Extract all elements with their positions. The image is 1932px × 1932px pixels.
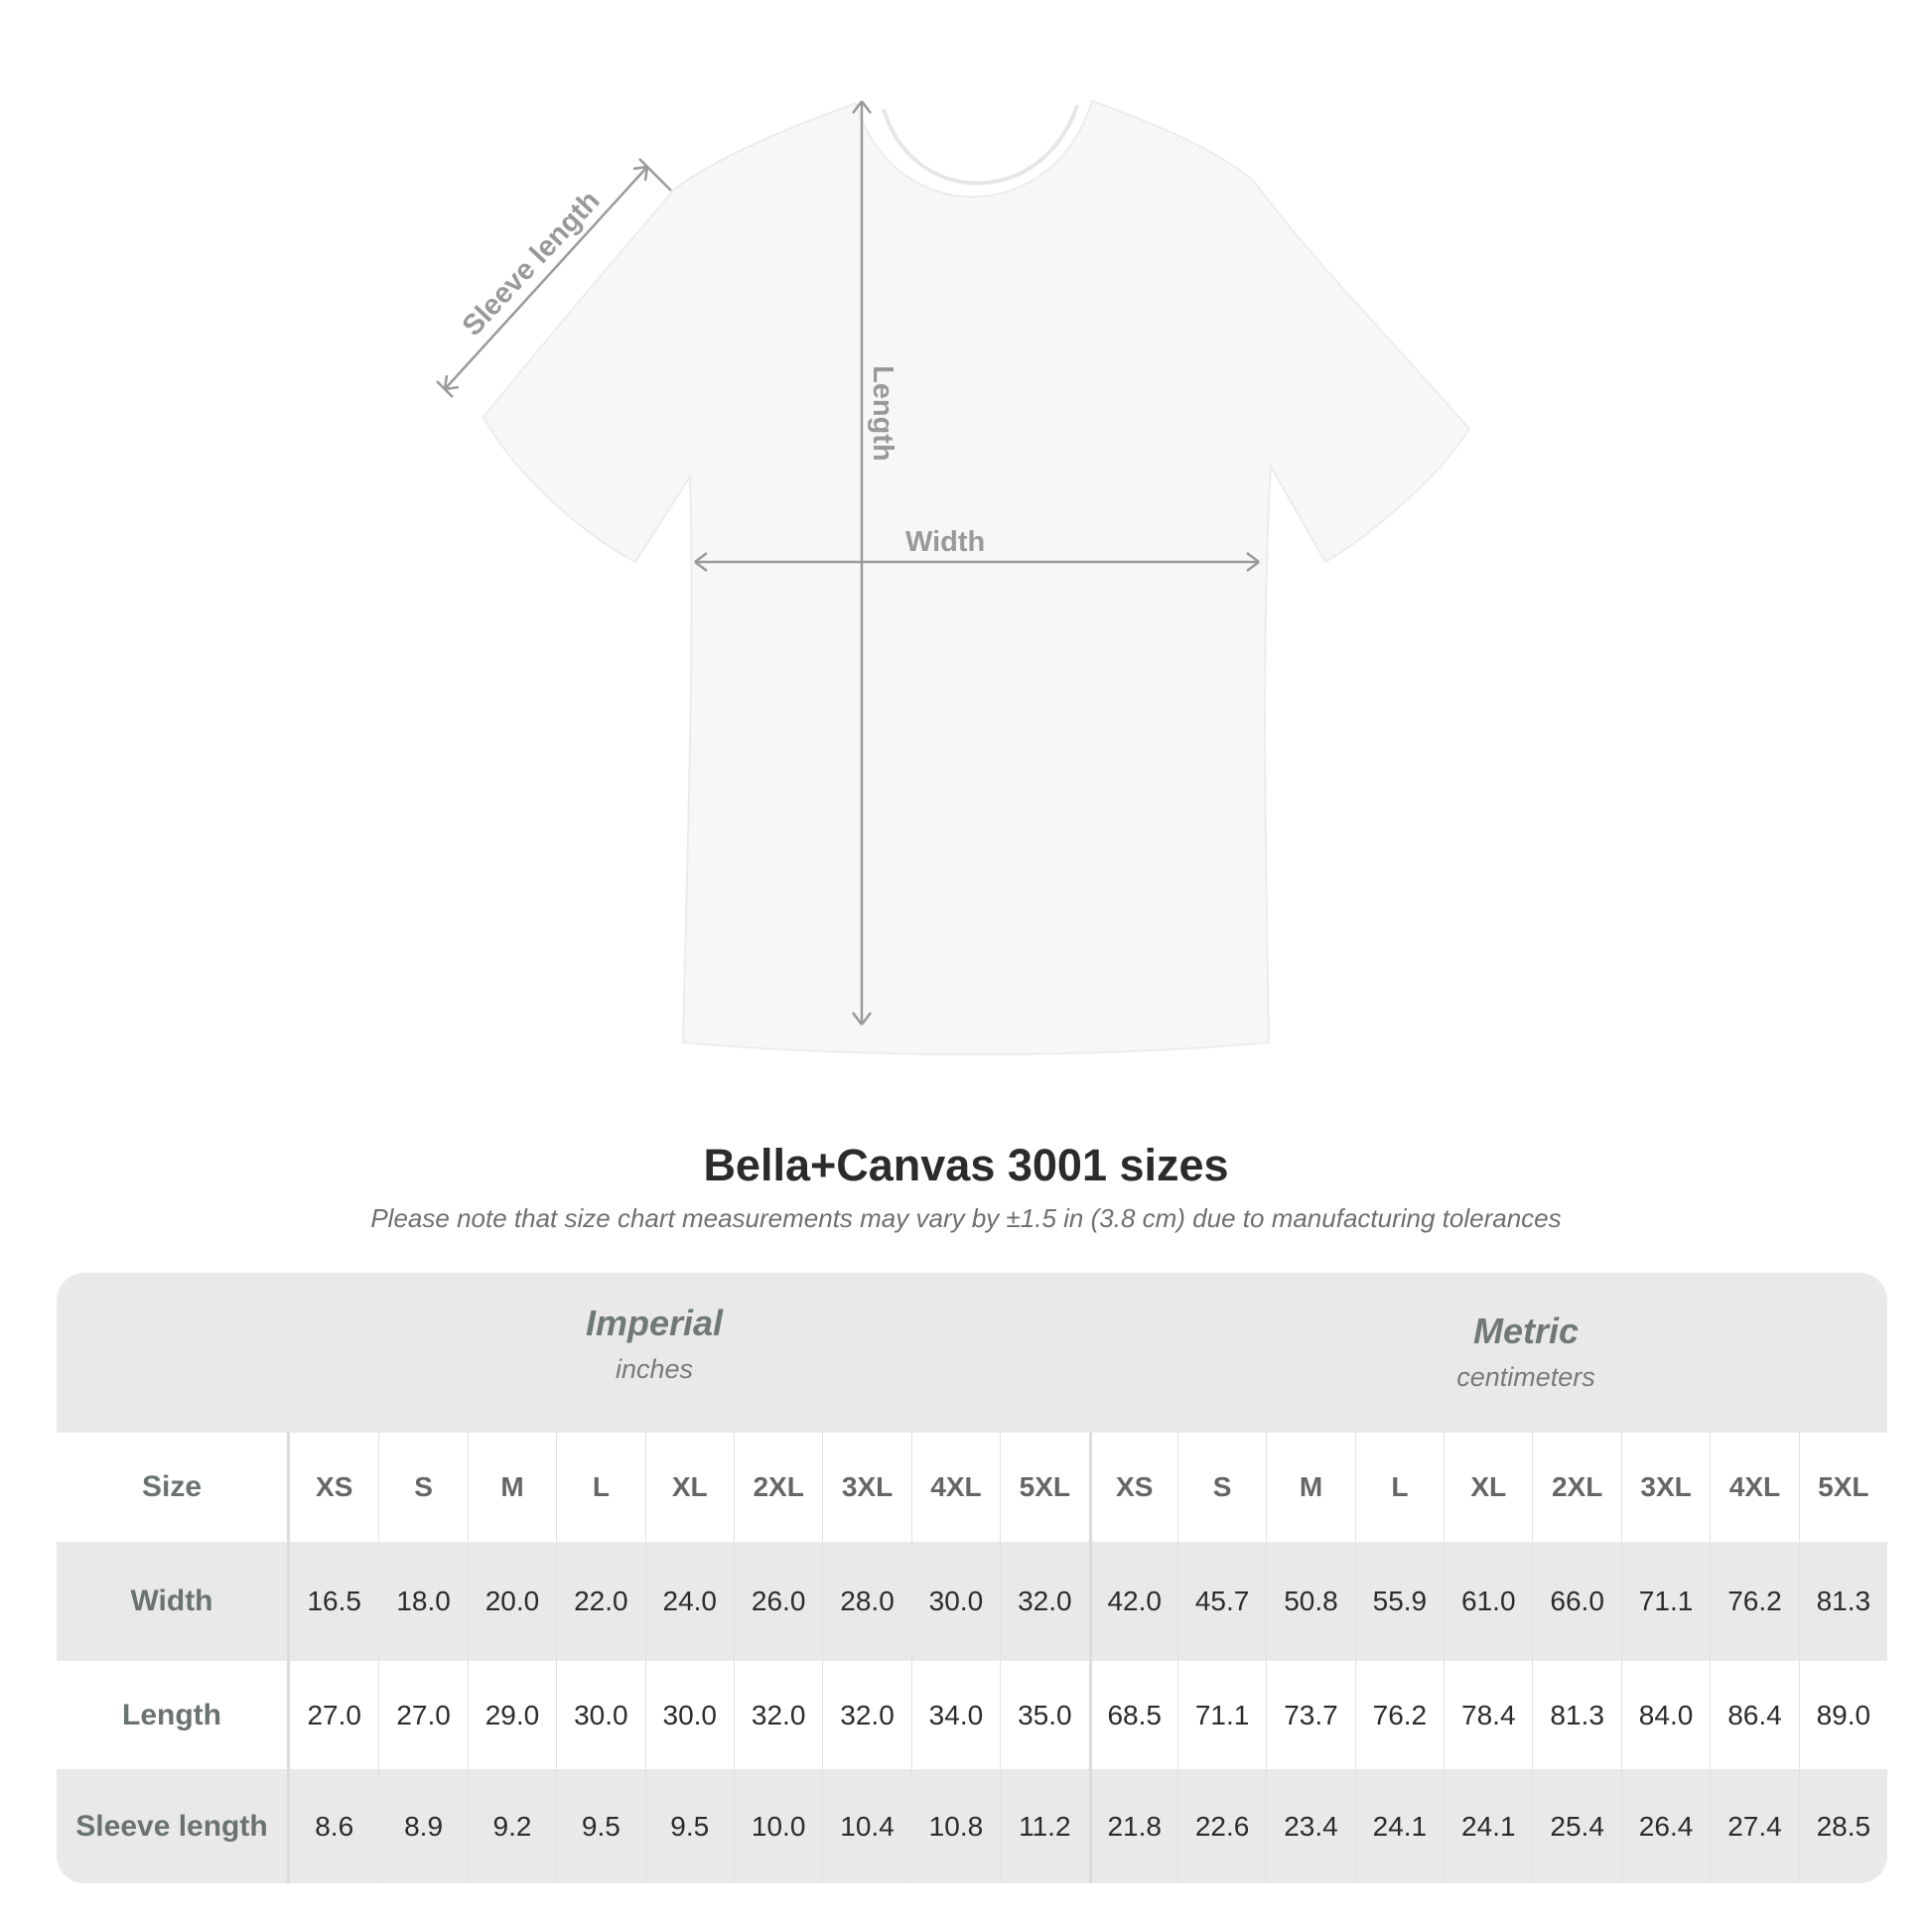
measure-arrows — [436, 100, 1260, 1026]
value-cell: 27.0 — [378, 1661, 467, 1769]
value-cell: 9.2 — [467, 1769, 556, 1883]
value-cell: 10.8 — [910, 1769, 1000, 1883]
imperial-header: Imperial inches — [307, 1303, 1002, 1385]
value-cell: 30.0 — [556, 1661, 644, 1769]
value-cell: 10.4 — [822, 1769, 910, 1883]
size-header-cell: XS — [1088, 1433, 1177, 1542]
size-header-cell: XL — [644, 1433, 734, 1542]
value-cell: 28.5 — [1798, 1769, 1887, 1883]
value-cell: 22.0 — [556, 1542, 644, 1661]
metric-title: Metric — [1472, 1311, 1580, 1351]
imperial-title: Imperial — [585, 1303, 724, 1343]
size-header-cell: M — [467, 1433, 556, 1542]
value-cell: 73.7 — [1266, 1661, 1354, 1769]
value-cell: 27.4 — [1710, 1769, 1798, 1883]
value-cell: 18.0 — [378, 1542, 467, 1661]
value-cell: 71.1 — [1176, 1661, 1266, 1769]
value-cell: 9.5 — [556, 1769, 644, 1883]
value-cell: 32.0 — [1000, 1542, 1088, 1661]
value-cell: 35.0 — [1000, 1661, 1088, 1769]
value-cell: 34.0 — [910, 1661, 1000, 1769]
value-cell: 16.5 — [307, 1586, 361, 1616]
value-cell: 30.0 — [644, 1661, 734, 1769]
value-cell: 22.6 — [1176, 1769, 1266, 1883]
width-label: Width — [905, 526, 985, 558]
value-cell: 10.0 — [733, 1769, 822, 1883]
size-header-cell: 3XL — [822, 1433, 910, 1542]
value-cell: 23.4 — [1266, 1769, 1354, 1883]
size-header-cell: 5XL — [1000, 1433, 1088, 1542]
value-cell: 8.6 — [315, 1810, 354, 1842]
row-label: Sleeve length — [57, 1769, 290, 1883]
row-length: Length 27.0 27.0 29.0 30.0 30.0 32.0 32.0 34.0 35… — [57, 1661, 1887, 1769]
size-header-cell: 4XL — [910, 1433, 1000, 1542]
value-cell: 81.3 — [1532, 1661, 1620, 1769]
metric-unit: centimeters — [1456, 1362, 1595, 1392]
size-header-cell: M — [1266, 1433, 1354, 1542]
size-header-cell: 2XL — [1532, 1433, 1620, 1542]
row-label: Size — [57, 1433, 290, 1542]
size-header-cell: 3XL — [1620, 1433, 1710, 1542]
value-cell: 30.0 — [910, 1542, 1000, 1661]
value-cell: 42.0 — [1088, 1542, 1177, 1661]
length-label: Length — [867, 365, 898, 462]
value-cell: 20.0 — [467, 1542, 556, 1661]
value-cell: 24.1 — [1444, 1769, 1532, 1883]
value-cell: 29.0 — [467, 1661, 556, 1769]
size-header-cell: S — [378, 1433, 467, 1542]
value-cell: 50.8 — [1266, 1542, 1354, 1661]
value-cell: 66.0 — [1532, 1542, 1620, 1661]
value-cell: 45.7 — [1176, 1542, 1266, 1661]
value-cell: 21.8 — [1088, 1769, 1177, 1883]
value-cell: 11.2 — [1000, 1769, 1088, 1883]
value-cell: 76.2 — [1354, 1661, 1444, 1769]
value-cell: 84.0 — [1620, 1661, 1710, 1769]
size-row: Size XS S M L XL 2XL 3XL 4XL 5XL XS S M L XL 2XL 3XL 4XL 5… — [57, 1433, 1887, 1542]
value-cell: 28.0 — [822, 1542, 910, 1661]
value-cell: 68.5 — [1088, 1661, 1177, 1769]
metric-header: Metric centimeters — [1178, 1311, 1873, 1393]
value-cell: 81.3 — [1798, 1542, 1887, 1661]
size-header-cell: 2XL — [733, 1433, 822, 1542]
value-cell: 26.0 — [733, 1542, 822, 1661]
unit-header: Imperial inches Metric centimeters — [57, 1273, 1887, 1433]
tshirt-diagram: Sleeve length Length Width — [436, 99, 1471, 1055]
value-cell: 89.0 — [1798, 1661, 1887, 1769]
size-header-cell: 4XL — [1710, 1433, 1798, 1542]
value-cell: 24.0 — [644, 1542, 734, 1661]
value-cell: 86.4 — [1710, 1661, 1798, 1769]
size-header-cell: XL — [1444, 1433, 1532, 1542]
value-cell: 26.4 — [1620, 1769, 1710, 1883]
value-cell: 32.0 — [822, 1661, 910, 1769]
value-cell: 61.0 — [1444, 1542, 1532, 1661]
size-table: Imperial inches Metric centimeters Size X… — [57, 1273, 1887, 1883]
value-cell: 76.2 — [1710, 1542, 1798, 1661]
row-label: Length — [57, 1661, 290, 1769]
row-sleeve-length: Sleeve length 8.6 8.9 9.2 9.5 9.5 10.0 10.4 10.8… — [57, 1769, 1887, 1883]
row-width: Width 16.5 18.0 20.0 22.0 24.0 26.0 28.0 30.0 32.… — [57, 1542, 1887, 1661]
size-header-cell: XS — [316, 1471, 353, 1502]
size-header-cell: 5XL — [1798, 1433, 1887, 1542]
value-cell: 25.4 — [1532, 1769, 1620, 1883]
value-cell: 71.1 — [1620, 1542, 1710, 1661]
imperial-unit: inches — [615, 1354, 694, 1384]
value-cell: 9.5 — [644, 1769, 734, 1883]
value-cell: 24.1 — [1354, 1769, 1444, 1883]
value-cell: 55.9 — [1354, 1542, 1444, 1661]
value-cell: 27.0 — [307, 1699, 361, 1730]
tshirt-image — [482, 99, 1471, 1055]
tolerance-note: Please note that size chart measurements… — [370, 1203, 1562, 1233]
row-label: Width — [57, 1542, 290, 1661]
value-cell: 32.0 — [733, 1661, 822, 1769]
size-header-cell: S — [1176, 1433, 1266, 1542]
value-cell: 78.4 — [1444, 1661, 1532, 1769]
value-cell: 8.9 — [378, 1769, 467, 1883]
chart-title: Bella+Canvas 3001 sizes — [703, 1140, 1229, 1190]
size-header-cell: L — [1354, 1433, 1444, 1542]
size-header-cell: L — [556, 1433, 644, 1542]
